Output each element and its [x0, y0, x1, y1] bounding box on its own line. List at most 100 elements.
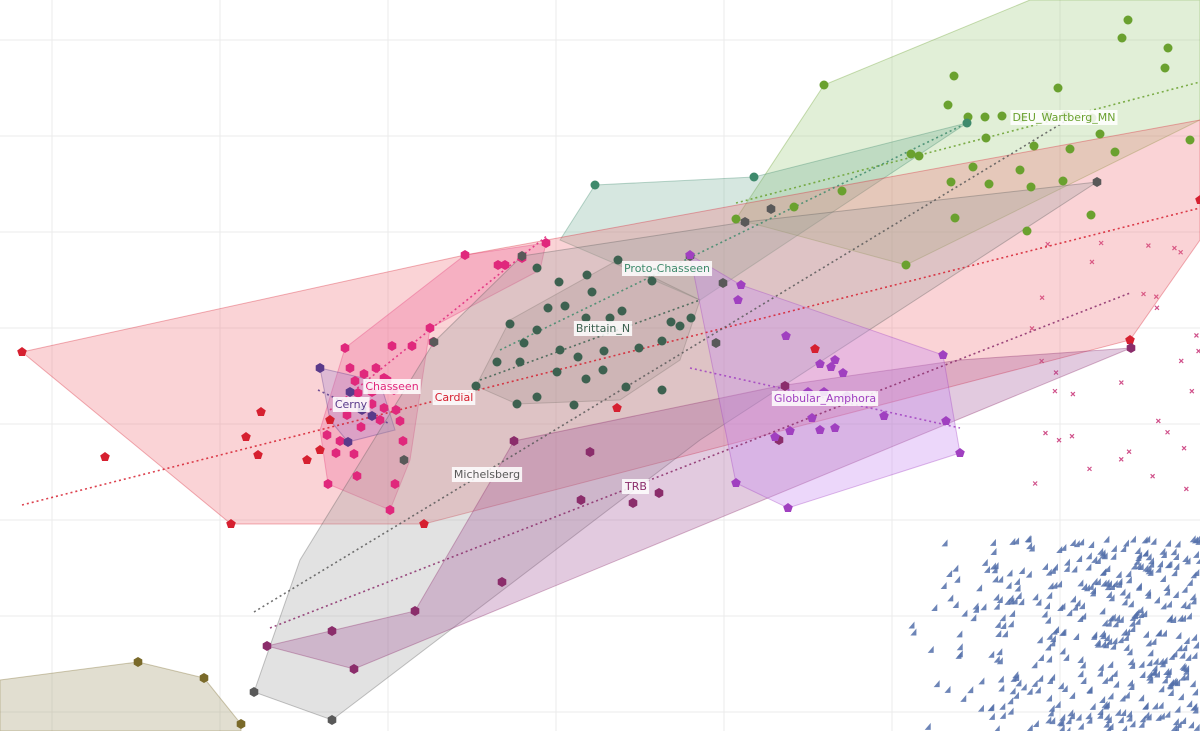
background-triangle-point [1160, 602, 1167, 610]
background-triangle-point [1174, 705, 1181, 713]
background-triangle-point [1066, 726, 1071, 731]
brittain-n-point [582, 270, 592, 280]
brittain-n-point [598, 365, 608, 375]
background-triangle-point [1147, 568, 1154, 576]
background-triangle-point [1180, 717, 1187, 725]
background-triangle-point [1131, 610, 1138, 618]
globular-amphora-point [879, 411, 889, 420]
background-triangle-point [1184, 557, 1191, 565]
background-triangle-point [1114, 708, 1121, 716]
background-triangle-point [1037, 654, 1044, 662]
deu-wartberg-mn-point [946, 177, 956, 187]
background-triangle-point [1035, 598, 1042, 606]
deu-wartberg-mn-point [997, 111, 1007, 121]
background-triangle-point [1120, 628, 1127, 636]
background-cross-point [1181, 445, 1187, 451]
group-9-point [199, 673, 209, 683]
chasseen-point [407, 341, 417, 351]
background-triangle-point [1034, 686, 1041, 694]
background-triangle-point [1121, 598, 1128, 606]
deu-wartberg-mn-point [1160, 63, 1170, 73]
background-triangle-point [1137, 611, 1144, 619]
background-triangle-point [1012, 671, 1019, 679]
trb-point [628, 498, 638, 508]
brittain-n-point [532, 325, 542, 335]
background-triangle-point [1166, 615, 1173, 623]
michelsberg-point [740, 217, 750, 227]
background-triangle-point [1192, 688, 1199, 696]
background-triangle-point [996, 648, 1003, 656]
background-triangle-point [908, 621, 915, 629]
background-triangle-point [1142, 702, 1149, 710]
chasseen-point [398, 436, 408, 446]
background-triangle-point [1015, 591, 1022, 599]
background-triangle-point [1164, 588, 1171, 596]
brittain-n-point [657, 336, 667, 346]
background-cross-point [1189, 388, 1195, 394]
background-triangle-point [1111, 637, 1118, 645]
deu-wartberg-mn-point [1086, 210, 1096, 220]
background-triangle-point [1116, 577, 1123, 585]
background-triangle-point [972, 602, 979, 610]
background-triangle-point [1179, 662, 1186, 670]
deu-wartberg-mn-point [980, 112, 990, 122]
background-triangle-point [1069, 691, 1076, 699]
background-triangle-point [1044, 602, 1051, 610]
background-triangle-point [1071, 565, 1078, 573]
chasseen-label-box [363, 379, 421, 394]
background-triangle-point [1170, 615, 1177, 623]
background-triangle-point [1083, 584, 1090, 592]
background-triangle-point [1122, 725, 1128, 731]
background-cross-point [1193, 333, 1199, 338]
background-triangle-point [1007, 594, 1014, 602]
background-triangle-point [1042, 562, 1049, 570]
background-triangle-point [1156, 560, 1163, 568]
background-cross-point [1141, 291, 1146, 297]
trb-point [497, 577, 507, 587]
background-triangle-point [1099, 568, 1106, 576]
group-labels: DEU_Wartberg_MN Proto-Chasseen Brittain_N C… [332, 110, 1118, 494]
group-9-point [133, 657, 143, 667]
cardial-point [100, 452, 110, 461]
background-triangle-point [1041, 610, 1048, 618]
background-triangle-point [977, 704, 984, 712]
background-triangle-point [1046, 632, 1053, 640]
background-triangle-point [1110, 544, 1117, 552]
michelsberg-label-box [451, 467, 523, 482]
trb-point [349, 664, 359, 674]
background-triangle-point [1045, 716, 1052, 724]
background-triangle-point [1099, 607, 1106, 615]
background-triangle-point [1138, 660, 1145, 668]
background-triangle-point [1177, 693, 1184, 701]
background-triangle-point [1020, 683, 1027, 691]
background-triangle-point [981, 558, 988, 566]
background-triangle-point [944, 685, 951, 693]
background-triangle-point [1122, 633, 1129, 641]
background-triangle-point [1060, 543, 1067, 551]
background-triangle-point [1166, 560, 1173, 568]
background-triangle-point [1135, 583, 1142, 591]
brittain-n-point [581, 313, 591, 323]
cerny-point [367, 411, 377, 421]
background-triangle-point [1152, 657, 1159, 665]
chasseen-label-text: Chasseen [365, 380, 418, 393]
background-triangle-point [1137, 606, 1144, 614]
deu-wartberg-mn-point [984, 179, 994, 189]
background-triangle-point [1094, 638, 1101, 646]
background-triangle-point [993, 602, 1000, 610]
background-triangle-point [1099, 695, 1106, 703]
brittain-n-point [554, 277, 564, 287]
globular-amphora-point [941, 416, 951, 425]
michelsberg-point [766, 204, 776, 214]
background-triangle-point [1085, 563, 1092, 571]
background-triangle-point [933, 680, 940, 688]
globular-amphora-trendline [689, 367, 961, 429]
background-triangle-point [1073, 632, 1080, 640]
background-triangle-point [1045, 643, 1052, 651]
trb-hull [266, 347, 1132, 670]
globular-amphora-point [830, 355, 840, 364]
cardial-point [1195, 195, 1200, 204]
chasseen-point [367, 399, 377, 409]
background-triangle-point [956, 630, 963, 638]
